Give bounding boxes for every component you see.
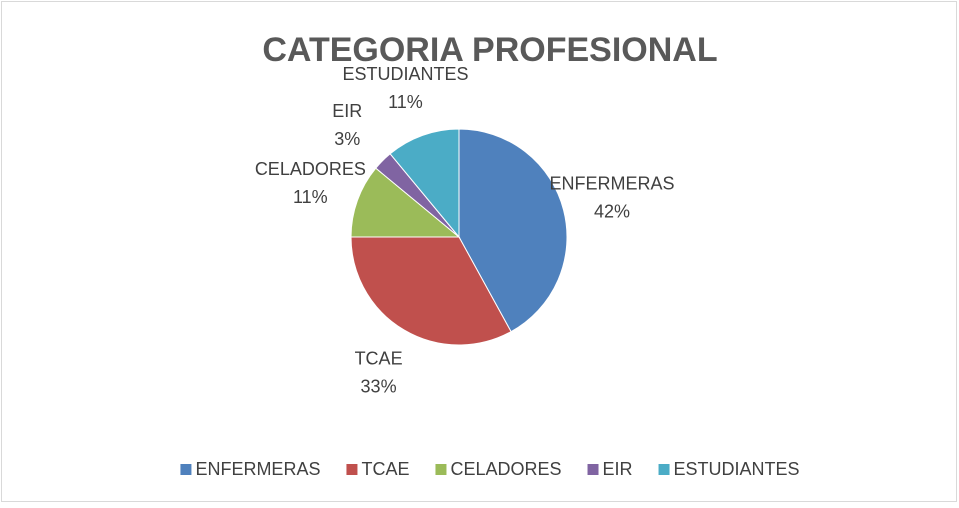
slice-value-label: 3% (334, 129, 360, 149)
pie-slice (350, 167, 461, 238)
legend-swatch (346, 464, 358, 475)
chart-title: CATEGORIA PROFESIONAL (262, 31, 717, 69)
legend-label: EIR (603, 459, 633, 479)
slice-label: ESTUDIANTES (342, 64, 468, 84)
legend-swatch (180, 464, 192, 475)
pie-slice (458, 128, 568, 333)
legend-label: TCAE (361, 459, 409, 479)
slice-value-label: 33% (361, 377, 397, 397)
slice-value-label: 42% (594, 201, 630, 221)
legend-swatch (435, 464, 447, 475)
slice-value-label: 11% (388, 92, 423, 112)
pie-slice (389, 128, 460, 239)
legend-swatch (658, 464, 670, 475)
slice-value-label: 11% (293, 187, 328, 207)
legend: ENFERMERAS TCAE CELADORES EIR ESTUDIANTES (180, 459, 800, 479)
slice-label: TCAE (355, 349, 403, 369)
slice-label: EIR (332, 101, 362, 121)
pie-slice (350, 236, 512, 346)
legend-swatch (587, 464, 599, 475)
legend-label: ENFERMERAS (195, 459, 320, 479)
legend-label: CELADORES (450, 459, 561, 479)
legend-label: ESTUDIANTES (674, 459, 800, 479)
slice-label: CELADORES (255, 159, 366, 179)
slice-label: ENFERMERAS (550, 173, 675, 193)
